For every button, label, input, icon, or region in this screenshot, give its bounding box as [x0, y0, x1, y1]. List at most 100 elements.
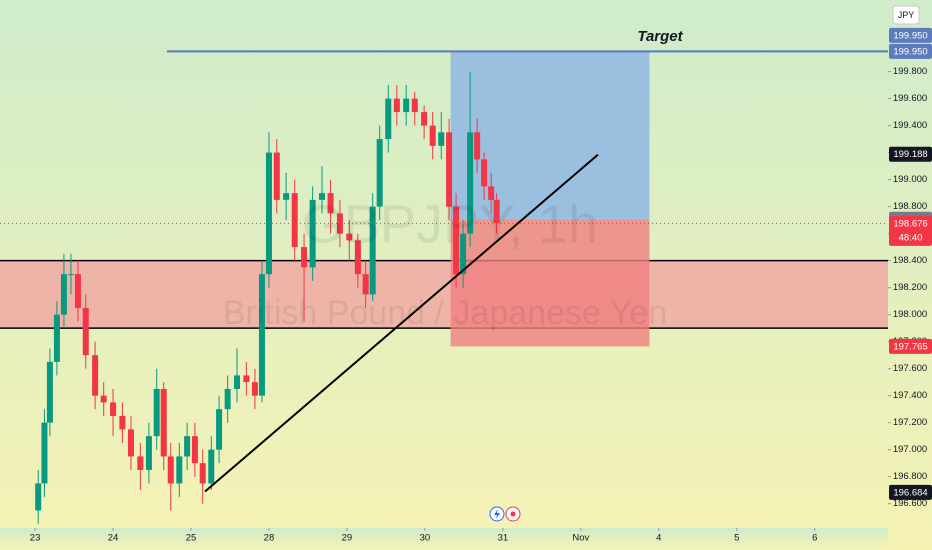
x-tick-label: 28 [264, 533, 275, 544]
price-label: 199.188 [893, 149, 927, 160]
price-label-box [889, 215, 932, 246]
candle-body [488, 186, 495, 200]
x-tick-label: 5 [734, 533, 739, 544]
price-label-box [889, 146, 932, 162]
price-label: 199.950 [893, 46, 927, 57]
price-label-box [889, 484, 932, 500]
y-tick-label: 197.200 [893, 417, 927, 428]
price-label: 197.765 [893, 341, 927, 352]
x-tick-label: 29 [342, 533, 353, 544]
currency: JPY [898, 10, 915, 20]
candle-body [362, 274, 369, 295]
y-tick-label: 199.600 [893, 93, 927, 104]
candle-body [273, 152, 280, 200]
candle-body [327, 193, 334, 214]
price-axis [888, 0, 932, 550]
candle-body [251, 382, 258, 396]
candle-body [446, 132, 453, 207]
candle-body [35, 483, 42, 511]
x-tick-label: 6 [812, 533, 817, 544]
candle-body [429, 125, 436, 146]
candle-body [453, 206, 460, 275]
candle-body [481, 159, 488, 187]
x-tick-label: 24 [108, 533, 119, 544]
candle-body [208, 449, 215, 484]
y-tick-label: 199.000 [893, 174, 927, 185]
candle-body [234, 375, 241, 389]
candle-body [41, 422, 48, 484]
trend-line [204, 153, 599, 493]
candle-body [184, 436, 191, 457]
candle-body [199, 463, 206, 484]
candle-body [224, 388, 231, 410]
candle-body [283, 193, 290, 200]
candle-body [258, 274, 265, 396]
candle-body [160, 388, 167, 457]
countdown: 48:40 [899, 232, 923, 243]
candle-body [369, 206, 376, 295]
candle-body [167, 456, 174, 484]
candle-body [336, 213, 343, 234]
candle-body [318, 193, 325, 200]
x-tick-label: 23 [30, 533, 41, 544]
y-tick-label: 198.200 [893, 282, 927, 293]
candle-body [74, 274, 81, 308]
candle-body [393, 98, 400, 113]
candle-body [309, 199, 316, 268]
candle-body [92, 355, 99, 396]
y-tick-label: 199.800 [893, 66, 927, 77]
loss-box [450, 219, 650, 347]
candle-body [60, 274, 67, 315]
y-tick-label: 197.600 [893, 363, 927, 374]
y-tick-label: 196.600 [893, 498, 927, 509]
candle-body [243, 375, 250, 383]
x-tick-label: Nov [572, 533, 589, 544]
candle-body [460, 233, 467, 275]
candle-body [467, 132, 474, 234]
currency-box[interactable] [892, 5, 920, 25]
candle-body [191, 436, 198, 464]
y-tick-label: 197.400 [893, 390, 927, 401]
candle-body [346, 233, 353, 241]
price-label-box [889, 338, 932, 354]
candle-body [137, 456, 144, 470]
x-tick-label: 31 [498, 533, 509, 544]
y-tick-label: 198.000 [893, 309, 927, 320]
candle-body [110, 402, 117, 416]
y-tick-label: 196.800 [893, 471, 927, 482]
y-tick-label: 199.400 [893, 120, 927, 131]
candle-body [376, 139, 383, 207]
candle-body [46, 361, 53, 423]
candle-body [119, 415, 126, 430]
lightning [494, 509, 500, 519]
axes: 196.600 196.800 197.000 197.200 197.400 197.6… [30, 27, 932, 544]
price-label: 198.676 [893, 218, 927, 229]
price-label: 199.950 [893, 30, 927, 41]
candle-body [421, 112, 428, 126]
watermark-subtitle: British Pound / Japanese Yen [223, 294, 667, 332]
candle-body [100, 395, 107, 403]
candle-body [265, 152, 272, 275]
candle-body [438, 132, 445, 146]
candle-body [67, 274, 74, 276]
candle-body [493, 199, 500, 223]
y-tick-label: 198.800 [893, 201, 927, 212]
price-label-box [889, 43, 932, 59]
target-label: Target [637, 28, 683, 45]
candle-body [411, 98, 418, 113]
candle-body [82, 307, 89, 356]
candle-body [127, 429, 134, 457]
candle-body [385, 98, 392, 140]
support-zone [0, 260, 888, 329]
y-tick-label: 198.400 [893, 255, 927, 266]
candle-body [216, 409, 223, 450]
y-tick-label: 197.000 [893, 444, 927, 455]
candle-body [354, 240, 361, 275]
plot [0, 50, 888, 524]
candle-body [145, 436, 152, 470]
candle-body [153, 388, 160, 437]
x-tick-label: 30 [420, 533, 431, 544]
x-tick-label: 25 [186, 533, 197, 544]
candle-body [176, 456, 183, 484]
